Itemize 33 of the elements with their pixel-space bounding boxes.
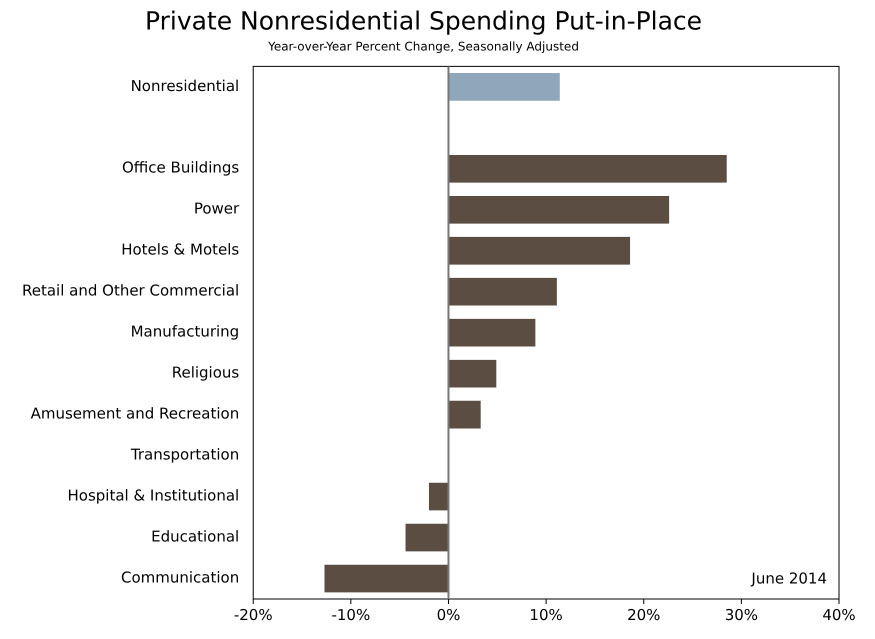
bar [448,196,670,224]
y-tick-label: Power [194,200,240,218]
bar [448,236,630,265]
bar [448,73,560,101]
chart-title: Private Nonresidential Spending Put-in-Place [144,6,702,36]
y-tick-label: Hospital & Institutional [67,486,240,504]
y-tick-label: Office Buildings [122,158,240,177]
y-tick-label: Nonresidential [130,76,240,95]
y-tick-label: Hotels & Motels [121,240,240,259]
y-tick-label: Amusement and Recreation [30,404,240,423]
y-tick-label: Transportation [130,446,240,464]
x-tick-label: 0% [436,606,460,624]
x-tick-label: 40% [822,606,856,624]
x-tick-label: 30% [724,606,758,624]
y-tick-label: Retail and Other Commercial [22,282,240,300]
y-tick-label: Religious [172,364,240,382]
bar [428,482,448,510]
bar [406,524,448,552]
bar [448,360,496,388]
annotation: June 2014 [750,569,827,588]
bar [324,564,448,592]
y-tick-label: Educational [151,527,240,546]
bar [448,400,481,428]
x-tick-label: -20% [234,606,273,624]
bar [448,278,557,306]
y-tick-label: Manufacturing [130,322,240,341]
chart-subtitle: Year-over-Year Percent Change, Seasonally Adjusted [267,39,579,54]
x-tick-label: -10% [331,606,370,624]
bar [448,154,727,183]
x-tick-label: 10% [529,606,563,624]
bar [448,318,536,347]
y-tick-label: Communication [120,568,240,586]
x-tick-label: 20% [627,606,660,624]
